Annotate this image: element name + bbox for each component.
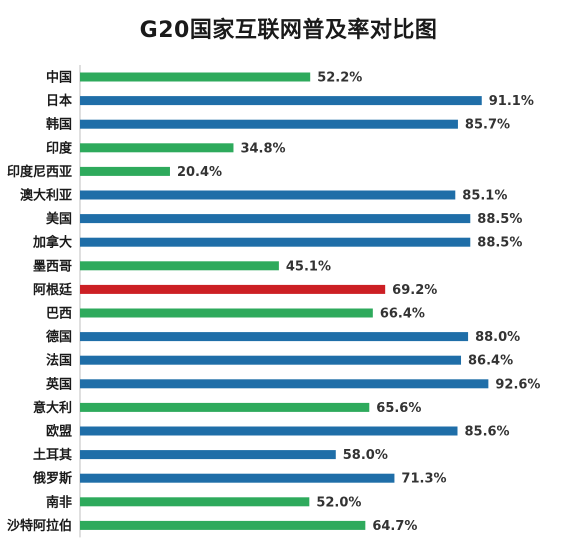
data-label: 58.0% <box>343 448 388 463</box>
category-label: 德国 <box>46 329 72 345</box>
bar <box>80 497 310 507</box>
category-label: 美国 <box>46 211 72 227</box>
data-label: 88.5% <box>477 236 522 251</box>
category-label: 印度尼西亚 <box>7 164 72 180</box>
bar <box>80 237 471 247</box>
data-label: 91.1% <box>489 94 534 109</box>
bar <box>80 214 471 224</box>
data-label: 88.0% <box>475 330 520 345</box>
data-label: 64.7% <box>372 519 417 534</box>
bar <box>80 190 456 200</box>
bar <box>80 166 170 176</box>
data-label: 71.3% <box>401 472 446 487</box>
data-label: 85.7% <box>465 118 510 133</box>
category-label: 阿根廷 <box>33 282 73 298</box>
bar <box>80 426 458 436</box>
category-label: 南非 <box>46 494 72 510</box>
category-label: 加拿大 <box>32 235 72 251</box>
bar <box>80 261 279 271</box>
category-label: 澳大利亚 <box>20 188 72 204</box>
bar <box>80 332 469 342</box>
category-label: 欧盟 <box>46 424 72 440</box>
category-label: 日本 <box>46 93 72 109</box>
data-label: 52.0% <box>316 495 361 510</box>
category-label: 韩国 <box>46 117 72 133</box>
bar <box>80 379 489 389</box>
category-label: 墨西哥 <box>33 258 72 274</box>
category-label: 印度 <box>46 140 73 156</box>
data-label: 65.6% <box>376 401 421 416</box>
bar <box>80 119 458 129</box>
category-label: 中国 <box>46 70 72 86</box>
category-label: 英国 <box>45 376 72 392</box>
category-label: 意大利 <box>33 400 72 416</box>
data-label: 69.2% <box>392 283 437 298</box>
data-label: 45.1% <box>286 259 331 274</box>
bar <box>80 96 482 106</box>
data-label: 85.6% <box>464 425 509 440</box>
category-label: 土耳其 <box>33 447 72 463</box>
bar <box>80 72 311 82</box>
data-label: 92.6% <box>495 377 540 392</box>
data-label: 85.1% <box>462 189 507 204</box>
data-label: 88.5% <box>477 212 522 227</box>
chart-title: G20国家互联网普及率对比图 <box>139 18 438 43</box>
bar <box>80 308 373 318</box>
bar <box>80 355 462 365</box>
bar <box>80 450 336 460</box>
data-label: 20.4% <box>177 165 222 180</box>
bar <box>80 473 395 483</box>
category-label: 沙特阿拉伯 <box>7 518 72 534</box>
bar <box>80 143 234 153</box>
data-label: 34.8% <box>240 141 285 156</box>
data-label: 52.2% <box>317 71 362 86</box>
category-label: 法国 <box>46 353 72 369</box>
bar <box>80 284 386 294</box>
bar <box>80 402 370 412</box>
bar <box>80 520 366 530</box>
data-label: 86.4% <box>468 354 513 369</box>
category-label: 巴西 <box>46 307 72 322</box>
category-label: 俄罗斯 <box>32 471 72 487</box>
data-label: 66.4% <box>380 307 425 322</box>
